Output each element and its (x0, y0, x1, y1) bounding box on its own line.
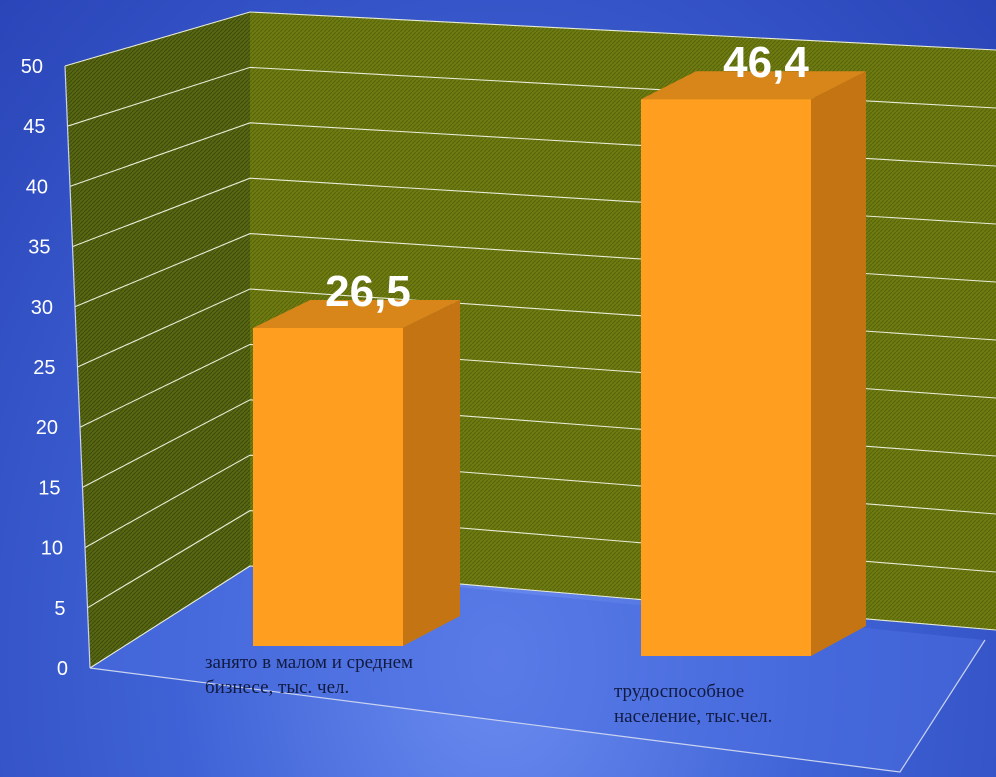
y-tick-label-2: 10 (41, 538, 63, 560)
data-labels: 26,5 46,4 (325, 38, 809, 316)
bars (253, 71, 866, 656)
y-axis-line (64, 65, 91, 669)
gridline-10 (64, 11, 996, 67)
y-tick-label-6: 30 (31, 297, 53, 319)
y-tick-label-3: 15 (38, 477, 60, 499)
data-label-0: 26,5 (325, 267, 411, 316)
y-tick-label-5: 25 (33, 357, 55, 379)
bar-side-0 (403, 300, 460, 646)
bar-top-1 (641, 71, 866, 100)
floor-edge (89, 639, 986, 773)
y-tick-label-10: 50 (21, 56, 43, 78)
y-tick-label-4: 20 (36, 417, 58, 439)
y-tick-label-1: 5 (54, 598, 65, 620)
y-tick-label-9: 45 (23, 116, 45, 138)
data-label-1: 46,4 (723, 38, 809, 87)
category-label-1: трудоспособное население, тыс.чел. (614, 681, 773, 727)
y-tick-label-0: 0 (57, 658, 68, 680)
side-wall (65, 12, 250, 668)
bar-side-1 (811, 71, 866, 656)
y-tick-label-8: 40 (26, 176, 48, 198)
bar-0 (253, 328, 403, 646)
bar-1 (641, 99, 811, 656)
y-tick-label-7: 35 (28, 237, 50, 259)
y-axis-ticks: 0 5 10 15 20 25 30 35 40 45 50 (21, 56, 68, 680)
category-label-0: занято в малом и среднем бизнесе, тыс. ч… (205, 652, 414, 698)
bar-top-0 (253, 300, 460, 328)
